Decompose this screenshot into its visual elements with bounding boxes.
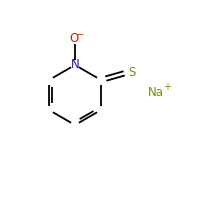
Text: S: S — [128, 66, 136, 78]
Text: Na: Na — [148, 86, 164, 99]
Text: −: − — [76, 30, 84, 40]
Text: +: + — [163, 82, 171, 92]
Text: N: N — [71, 58, 79, 72]
Text: O: O — [69, 32, 79, 46]
